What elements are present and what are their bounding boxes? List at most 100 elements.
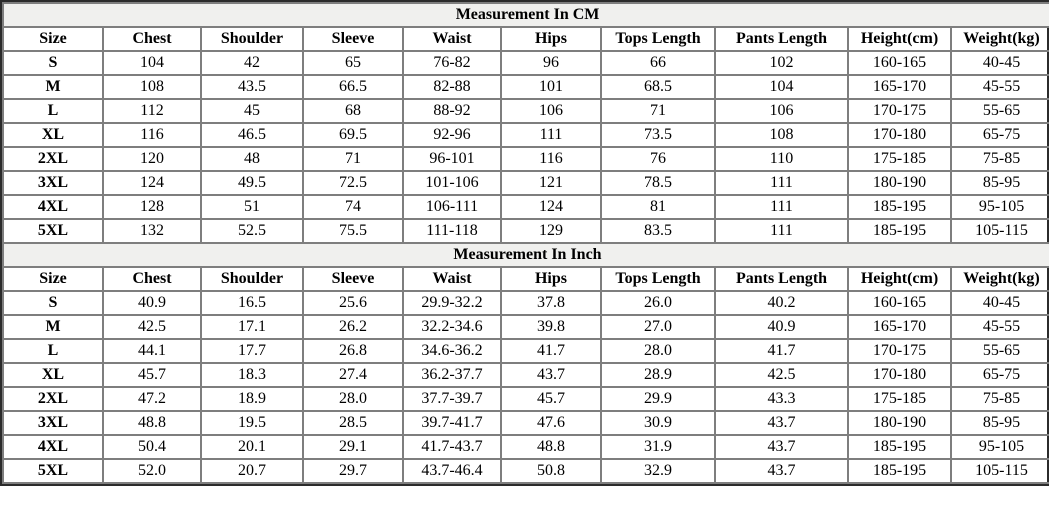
table-row: L 112 45 68 88-92 106 71 106 170-175 55-65 bbox=[2, 98, 1049, 124]
size-cell: S bbox=[2, 50, 104, 76]
measurement-cell: 106 bbox=[714, 98, 849, 124]
measurement-cell: 65-75 bbox=[949, 122, 1049, 148]
measurement-cell: 17.7 bbox=[200, 338, 304, 364]
measurement-cell: 160-165 bbox=[847, 290, 952, 316]
table-row: 5XL 132 52.5 75.5 111-118 129 83.5 111 185-195 10… bbox=[2, 218, 1049, 244]
table-body-cm: S 104 42 65 76-82 96 66 102 160-165 40-45 M 108 43.5… bbox=[2, 50, 1049, 244]
measurement-cell: 111 bbox=[714, 170, 849, 196]
measurement-cell: 74 bbox=[302, 194, 404, 220]
measurement-cell: 26.8 bbox=[302, 338, 404, 364]
measurement-cell: 185-195 bbox=[847, 218, 952, 244]
measurement-cell: 34.6-36.2 bbox=[402, 338, 502, 364]
measurement-cell: 40.9 bbox=[714, 314, 849, 340]
column-header-size: Size bbox=[2, 266, 104, 292]
measurement-cell: 112 bbox=[102, 98, 202, 124]
measurement-cell: 66 bbox=[600, 50, 716, 76]
measurement-table-inch: Measurement In Inch Size Chest Shoulder Sle… bbox=[2, 242, 1049, 484]
measurement-cell: 43.7 bbox=[714, 410, 849, 436]
measurement-cell: 50.8 bbox=[500, 458, 602, 484]
table-row: 4XL 128 51 74 106-111 124 81 111 185-195 95-105 bbox=[2, 194, 1049, 220]
size-cell: L bbox=[2, 98, 104, 124]
measurement-cell: 101-106 bbox=[402, 170, 502, 196]
measurement-cell: 45-55 bbox=[949, 74, 1049, 100]
measurement-cell: 18.9 bbox=[200, 386, 304, 412]
measurement-cell: 68.5 bbox=[600, 74, 716, 100]
measurement-cell: 42.5 bbox=[714, 362, 849, 388]
measurement-cell: 41.7-43.7 bbox=[402, 434, 502, 460]
measurement-cell: 124 bbox=[102, 170, 202, 196]
measurement-cell: 45.7 bbox=[500, 386, 602, 412]
measurement-cell: 111-118 bbox=[402, 218, 502, 244]
column-header-pants-length: Pants Length bbox=[714, 266, 849, 292]
measurement-cell: 83.5 bbox=[600, 218, 716, 244]
size-cell: XL bbox=[2, 122, 104, 148]
size-cell: L bbox=[2, 338, 104, 364]
measurement-cell: 37.8 bbox=[500, 290, 602, 316]
measurement-cell: 40.2 bbox=[714, 290, 849, 316]
size-cell: 5XL bbox=[2, 218, 104, 244]
measurement-cell: 106 bbox=[500, 98, 602, 124]
size-cell: 4XL bbox=[2, 194, 104, 220]
table-row: M 108 43.5 66.5 82-88 101 68.5 104 165-170 45-55 bbox=[2, 74, 1049, 100]
measurement-cell: 41.7 bbox=[714, 338, 849, 364]
measurement-cell: 105-115 bbox=[950, 458, 1049, 484]
measurement-cell: 42.5 bbox=[102, 314, 202, 340]
measurement-cell: 106-111 bbox=[402, 194, 502, 220]
measurement-cell: 128 bbox=[102, 194, 202, 220]
measurement-cell: 26.2 bbox=[302, 314, 404, 340]
measurement-cell: 47.6 bbox=[500, 410, 602, 436]
measurement-cell: 165-170 bbox=[847, 74, 952, 100]
measurement-cell: 165-170 bbox=[847, 314, 952, 340]
measurement-cell: 43.7 bbox=[714, 434, 849, 460]
measurement-cell: 43.7 bbox=[500, 362, 602, 388]
column-header-tops-length: Tops Length bbox=[600, 26, 716, 52]
measurement-cell: 28.9 bbox=[600, 362, 716, 388]
measurement-cell: 29.7 bbox=[302, 458, 404, 484]
measurement-cell: 108 bbox=[102, 74, 202, 100]
measurement-cell: 78.5 bbox=[600, 170, 716, 196]
measurement-cell: 96-101 bbox=[402, 146, 502, 172]
column-header-hips: Hips bbox=[500, 26, 602, 52]
measurement-cell: 40-45 bbox=[949, 50, 1049, 76]
size-cell: 3XL bbox=[2, 410, 104, 436]
measurement-cell: 28.0 bbox=[302, 386, 404, 412]
measurement-cell: 116 bbox=[102, 122, 202, 148]
title-row: Measurement In Inch bbox=[2, 242, 1049, 268]
size-cell: 2XL bbox=[2, 386, 104, 412]
measurement-cell: 96 bbox=[500, 50, 602, 76]
measurement-cell: 76-82 bbox=[402, 50, 502, 76]
measurement-cell: 20.1 bbox=[200, 434, 304, 460]
measurement-cell: 27.0 bbox=[600, 314, 716, 340]
measurement-cell: 75-85 bbox=[949, 146, 1049, 172]
column-header-sleeve: Sleeve bbox=[302, 266, 404, 292]
measurement-cell: 30.9 bbox=[600, 410, 716, 436]
size-chart-sheet: Measurement In CM Size Chest Shoulder Sleev… bbox=[0, 0, 1049, 486]
measurement-cell: 170-180 bbox=[847, 122, 952, 148]
measurement-cell: 85-95 bbox=[950, 410, 1049, 436]
measurement-cell: 41.7 bbox=[500, 338, 602, 364]
measurement-cell: 55-65 bbox=[950, 338, 1049, 364]
table-row: 5XL 52.0 20.7 29.7 43.7-46.4 50.8 32.9 43.7 185-… bbox=[2, 458, 1049, 484]
measurement-cell: 43.7 bbox=[714, 458, 849, 484]
measurement-cell: 40.9 bbox=[102, 290, 202, 316]
measurement-cell: 175-185 bbox=[847, 386, 952, 412]
measurement-cell: 17.1 bbox=[200, 314, 304, 340]
measurement-cell: 76 bbox=[600, 146, 716, 172]
measurement-cell: 72.5 bbox=[302, 170, 404, 196]
measurement-cell: 32.2-34.6 bbox=[402, 314, 502, 340]
size-cell: S bbox=[2, 290, 104, 316]
column-header-size: Size bbox=[2, 26, 104, 52]
table-row: L 44.1 17.7 26.8 34.6-36.2 41.7 28.0 41.7 170-17… bbox=[2, 338, 1049, 364]
measurement-cell: 102 bbox=[714, 50, 849, 76]
title-row: Measurement In CM bbox=[1, 2, 1049, 28]
measurement-cell: 75.5 bbox=[302, 218, 404, 244]
measurement-cell: 28.5 bbox=[302, 410, 404, 436]
column-header-shoulder: Shoulder bbox=[200, 26, 304, 52]
measurement-cell: 52.0 bbox=[102, 458, 202, 484]
table-row: S 40.9 16.5 25.6 29.9-32.2 37.8 26.0 40.2 160-16… bbox=[2, 290, 1049, 316]
measurement-cell: 43.5 bbox=[200, 74, 304, 100]
measurement-cell: 160-165 bbox=[847, 50, 952, 76]
measurement-cell: 29.9 bbox=[600, 386, 716, 412]
measurement-cell: 121 bbox=[500, 170, 602, 196]
table-row: XL 45.7 18.3 27.4 36.2-37.7 43.7 28.9 42.5 170-1… bbox=[2, 362, 1049, 388]
